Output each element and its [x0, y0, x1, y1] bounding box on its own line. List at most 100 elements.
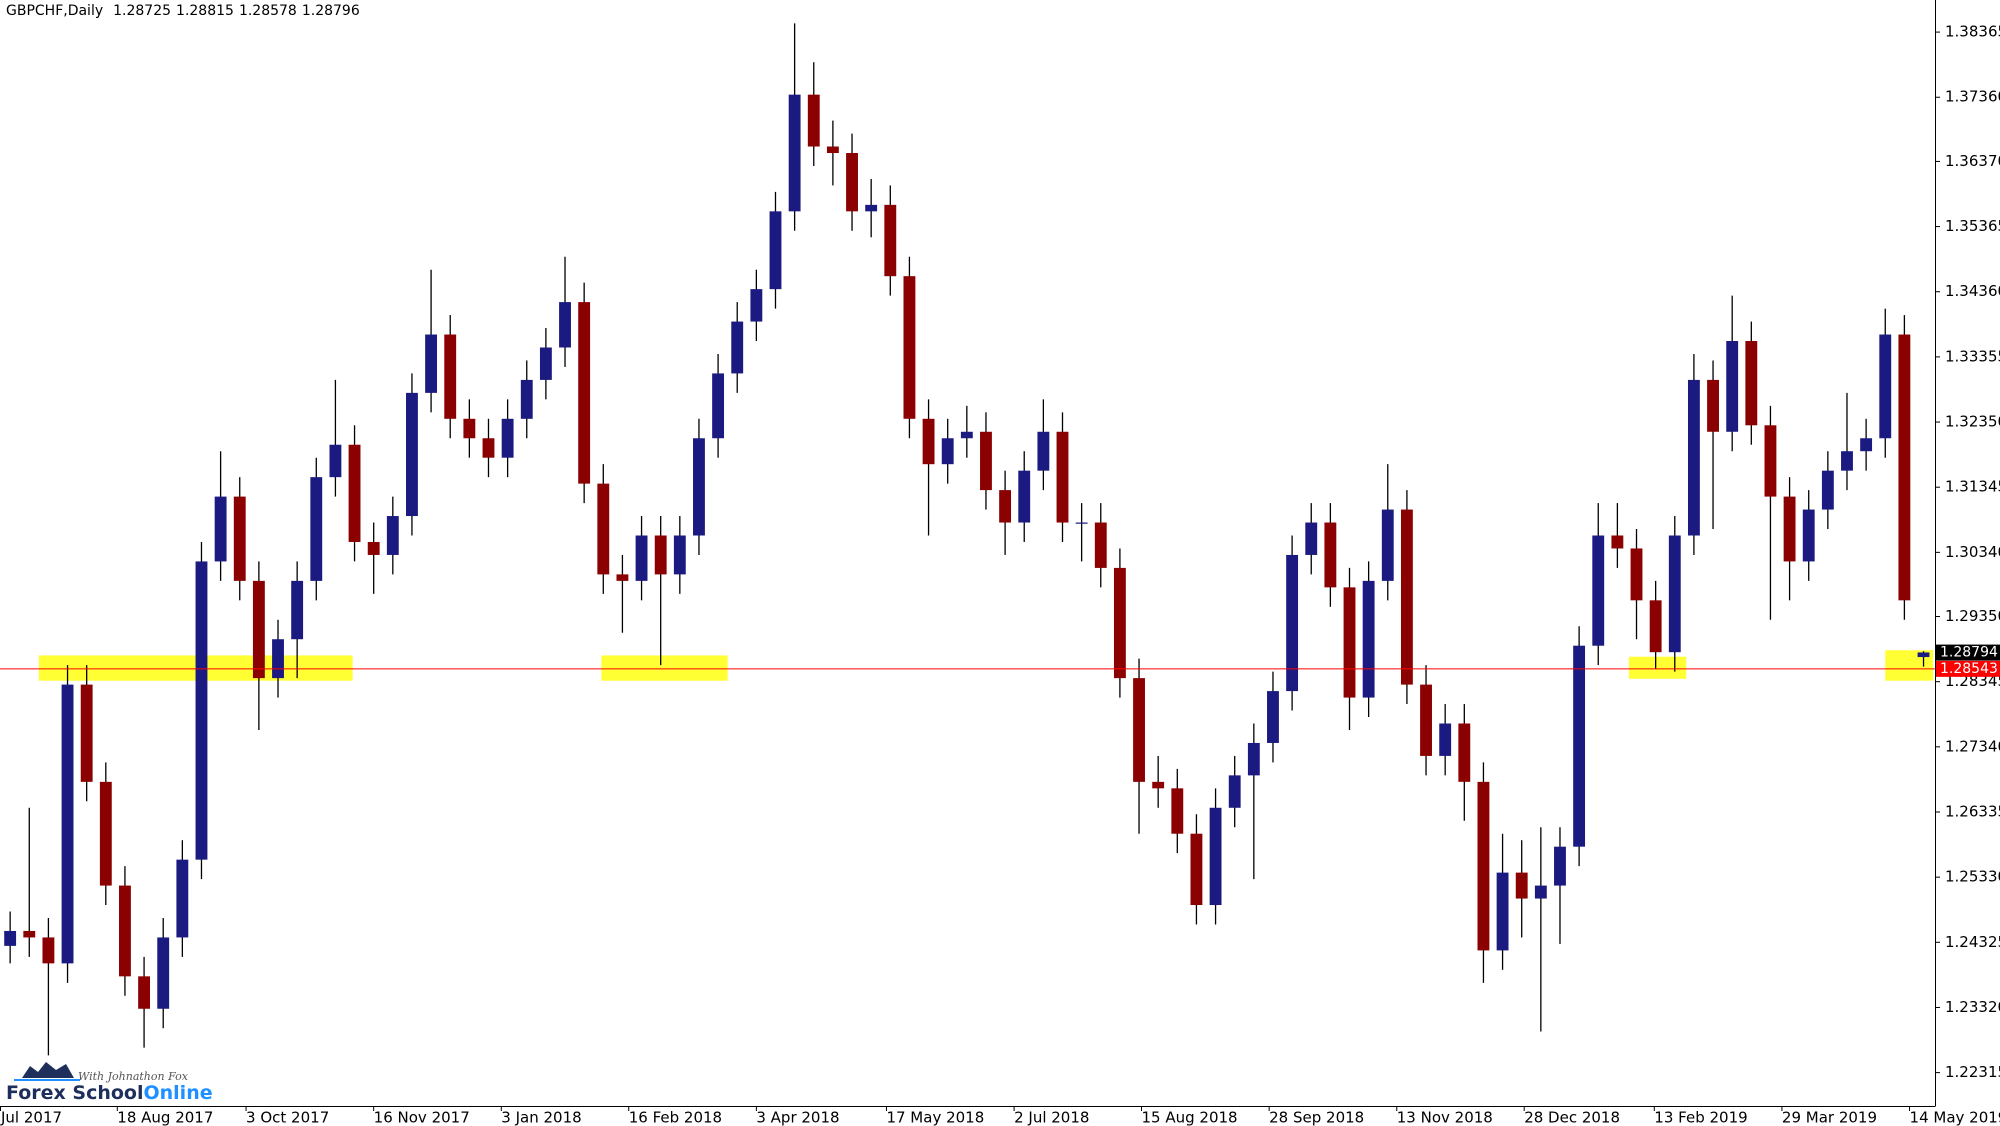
candle-body	[846, 152, 858, 212]
candle-body	[1649, 600, 1662, 653]
candle-body	[654, 535, 667, 575]
x-tick-label: 13 Nov 2018	[1397, 1109, 1493, 1126]
candle-body	[1515, 872, 1528, 899]
x-tick-label: 13 Feb 2019	[1654, 1109, 1747, 1126]
candle-body	[1726, 341, 1739, 432]
candle-body	[578, 302, 591, 484]
symbol: GBPCHF,Daily	[6, 3, 103, 19]
y-tick-label: 1.24325	[1945, 933, 2000, 951]
x-tick-label: 28 Dec 2018	[1524, 1109, 1620, 1126]
candle-body	[348, 444, 361, 542]
candle-body	[1879, 334, 1892, 439]
support-zone	[601, 655, 728, 681]
candle-body	[310, 477, 323, 581]
y-tick-label: 1.30340	[1945, 543, 2000, 561]
y-tick-label: 1.22315	[1945, 1063, 2000, 1081]
price-line-label: 1.28543	[1940, 661, 1998, 677]
candle-body	[252, 580, 265, 679]
candle-body	[214, 496, 227, 562]
candle-body	[1362, 580, 1375, 698]
candle-body	[673, 535, 686, 575]
candle-body	[826, 146, 839, 153]
candle-body	[1898, 334, 1911, 601]
x-tick-label: 3 Jan 2018	[501, 1109, 581, 1126]
y-tick-label: 1.32350	[1945, 413, 2000, 431]
candle-body	[1573, 645, 1586, 847]
x-tick-label: 16 Nov 2017	[374, 1109, 470, 1126]
x-tick-label: 3 Apr 2018	[756, 1109, 839, 1126]
y-tick-label: 1.27340	[1945, 737, 2000, 755]
candle-body	[1420, 684, 1432, 756]
y-tick-label: 1.26335	[1945, 802, 2000, 820]
x-tick-label: 2 Jul 2018	[1014, 1109, 1089, 1126]
candle-body	[329, 444, 342, 478]
header-open: 1.28725	[113, 3, 171, 19]
candle-body	[1534, 885, 1547, 899]
candle-body	[80, 684, 93, 782]
y-tick-label: 1.29350	[1945, 607, 2000, 625]
y-tick-label: 1.23320	[1945, 998, 2000, 1016]
candle-body	[1267, 691, 1279, 743]
candle-body	[119, 885, 131, 977]
candle-body	[1841, 451, 1853, 471]
candle-body	[1802, 509, 1815, 562]
candle-body	[693, 438, 705, 536]
candle-body	[1209, 807, 1222, 906]
y-tick-label: 1.37360	[1945, 88, 2000, 106]
candle-body	[1018, 470, 1031, 523]
x-tick-label: 14 May 2019	[1910, 1109, 2000, 1126]
candle-body	[1324, 522, 1337, 588]
candle-body	[1037, 431, 1050, 471]
candle-body	[501, 418, 514, 458]
candle-body	[520, 379, 533, 419]
candle-body	[1687, 379, 1700, 536]
candle-body	[1343, 587, 1356, 698]
candle-body	[176, 859, 189, 938]
x-tick-label: 29 Mar 2019	[1782, 1109, 1877, 1126]
candle-body	[1056, 431, 1069, 523]
candle-body	[1133, 678, 1145, 782]
candle-body	[539, 347, 552, 380]
candle-body	[922, 418, 935, 465]
y-tick-label: 1.34360	[1945, 282, 2000, 300]
x-tick-label: 15 Aug 2018	[1142, 1109, 1238, 1126]
candle-body	[807, 94, 820, 147]
candle-body	[1228, 775, 1241, 808]
price-line-box	[1936, 660, 2000, 677]
candle-body	[1707, 379, 1719, 432]
candle-body	[367, 541, 380, 555]
candle-body	[960, 431, 973, 439]
candle-body	[23, 930, 36, 938]
x-tick-label: 17 May 2018	[886, 1109, 984, 1126]
bid-box	[1936, 644, 2000, 661]
bid-label: 1.28794	[1940, 645, 1998, 661]
candle-body	[1400, 509, 1413, 685]
candle-body	[597, 483, 610, 575]
candle-body	[1764, 425, 1777, 497]
candle-body	[272, 639, 284, 679]
candle-body	[980, 431, 992, 491]
candle-body	[1381, 509, 1394, 581]
x-tick-label: 3 Oct 2017	[246, 1109, 329, 1126]
candle-body	[1592, 535, 1605, 646]
candle-body	[463, 418, 476, 439]
candle-body	[444, 334, 457, 419]
candle-body	[1783, 496, 1796, 562]
candle-body	[1286, 554, 1299, 692]
y-tick-label: 1.33355	[1945, 347, 2000, 365]
candle-body	[1745, 341, 1758, 426]
candle-body	[865, 204, 878, 212]
candle-body	[1171, 788, 1184, 834]
candle-body	[903, 276, 916, 419]
candle-body	[195, 561, 208, 860]
candle-body	[635, 535, 648, 581]
candle-body	[1821, 470, 1834, 510]
candle-body	[406, 392, 418, 517]
x-tick-label: 16 Feb 2018	[629, 1109, 722, 1126]
logo-brand-accent: Online	[143, 1082, 212, 1104]
candle-body	[1305, 522, 1318, 555]
candle-body	[61, 684, 74, 964]
x-tick-label: 18 Aug 2017	[117, 1109, 213, 1126]
